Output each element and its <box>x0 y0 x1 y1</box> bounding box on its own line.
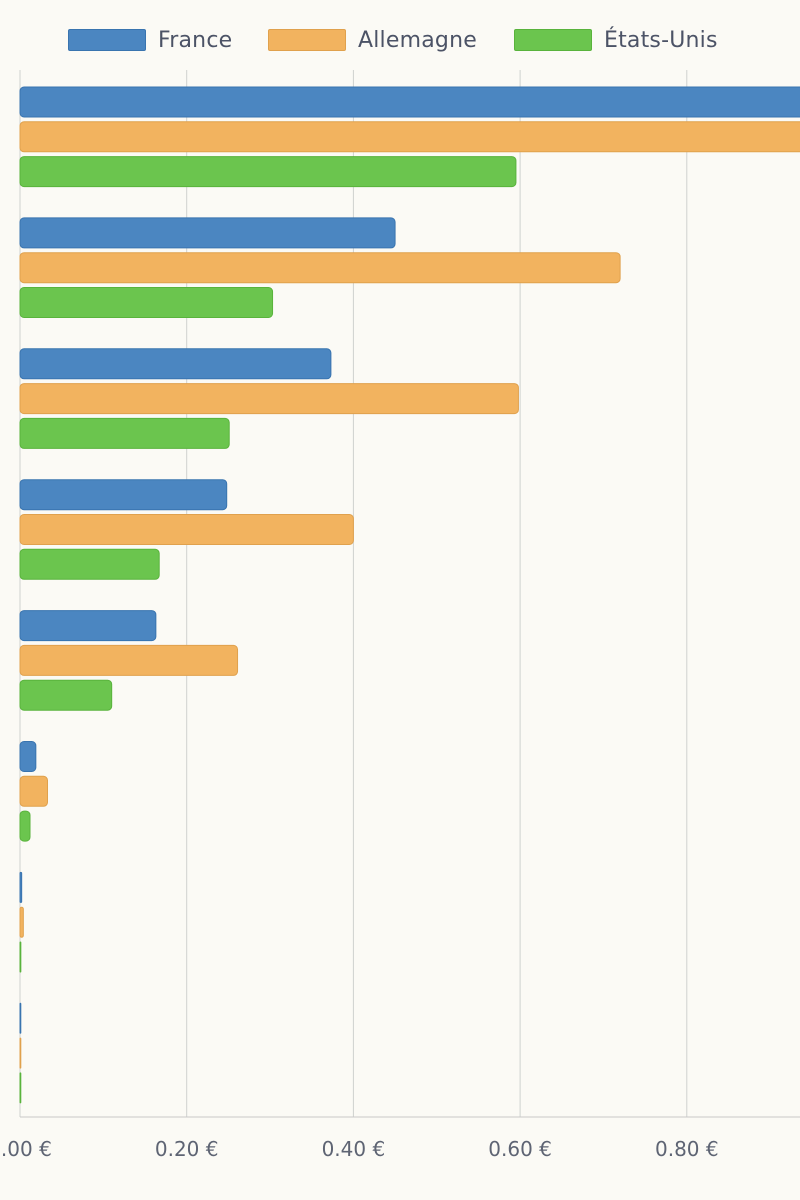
x-tick-label: 0.80 € <box>655 1137 719 1161</box>
bar-etats-unis-2 <box>19 287 274 318</box>
bar-france-8 <box>19 1002 22 1034</box>
x-tick-label: 0.60 € <box>488 1137 552 1161</box>
bar-france-2 <box>19 217 396 249</box>
bar-etats-unis-7 <box>19 941 22 973</box>
bar-france-5 <box>19 610 157 642</box>
legend-item-etats-unis: États-Unis <box>514 23 718 57</box>
legend-swatch-france <box>68 29 146 51</box>
bar-france-7 <box>19 871 23 903</box>
bar-allemagne-6 <box>19 775 49 807</box>
bar-allemagne-4 <box>19 514 354 545</box>
bar-france-3 <box>19 348 332 380</box>
bar-allemagne-7 <box>19 906 24 938</box>
bar-allemagne-8 <box>19 1037 22 1069</box>
legend-item-france: France <box>68 23 232 57</box>
x-tick-label: 0.00 € <box>0 1137 52 1161</box>
bar-etats-unis-5 <box>19 679 113 711</box>
bar-france-6 <box>19 741 37 772</box>
bar-etats-unis-6 <box>19 810 31 842</box>
legend-label-allemagne: Allemagne <box>358 27 477 53</box>
legend-swatch-allemagne <box>268 29 346 51</box>
axis-layer: 0.00 € 0.20 € 0.40 € 0.60 € 0.80 € <box>0 1116 800 1161</box>
bar-france-4 <box>19 479 228 511</box>
legend: France Allemagne États-Unis <box>0 23 800 57</box>
bar-etats-unis-3 <box>19 417 230 449</box>
legend-label-etats-unis: États-Unis <box>604 27 718 53</box>
legend-swatch-etats-unis <box>514 29 592 51</box>
bar-etats-unis-1 <box>19 156 517 188</box>
bars-layer <box>19 86 800 1104</box>
x-tick-label: 0.40 € <box>322 1137 386 1161</box>
bar-allemagne-3 <box>19 383 519 415</box>
bar-allemagne-2 <box>19 252 621 284</box>
legend-label-france: France <box>158 27 233 53</box>
bar-etats-unis-4 <box>19 548 160 580</box>
bar-france-1 <box>19 86 800 118</box>
bar-allemagne-5 <box>19 644 239 676</box>
legend-item-allemagne: Allemagne <box>268 23 477 57</box>
x-tick-label: 0.20 € <box>155 1137 219 1161</box>
bar-etats-unis-8 <box>19 1072 22 1104</box>
bar-allemagne-1 <box>19 121 800 153</box>
